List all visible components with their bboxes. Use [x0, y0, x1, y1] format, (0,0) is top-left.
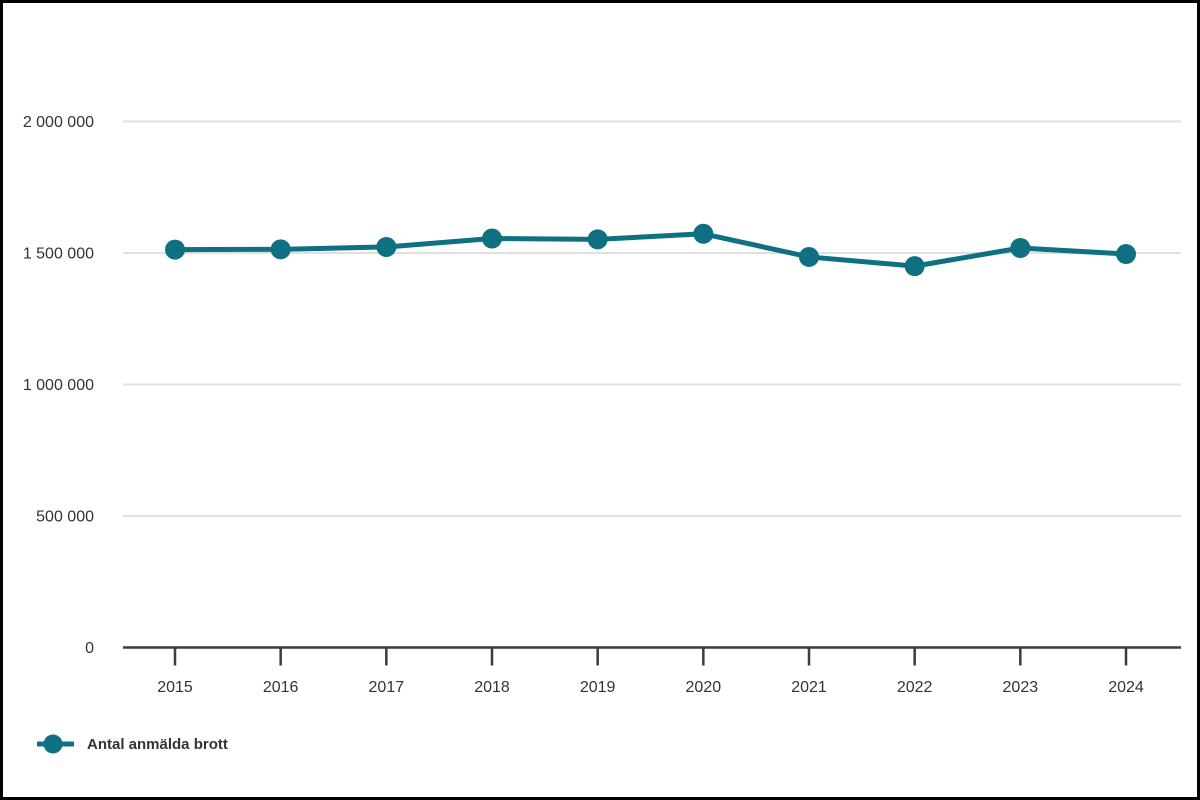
- data-point-marker[interactable]: [1010, 238, 1031, 259]
- series-line: [172, 231, 1129, 269]
- x-axis-tick-label: 2020: [686, 679, 722, 696]
- data-point-marker[interactable]: [587, 229, 608, 250]
- data-point-marker[interactable]: [799, 246, 819, 267]
- legend-item-antal-anmalda-brott[interactable]: Antal anmälda brott: [36, 732, 228, 756]
- x-axis-tick-label: 2016: [263, 679, 299, 696]
- data-point-marker[interactable]: [904, 256, 925, 277]
- y-axis-tick-label: 1 000 000: [23, 377, 94, 394]
- x-axis-tick-label: 2015: [157, 679, 193, 696]
- data-point-marker[interactable]: [693, 223, 714, 244]
- x-axis-tick-label: 2024: [1108, 679, 1144, 696]
- data-point-marker[interactable]: [165, 239, 185, 260]
- x-axis-tick-label: 2021: [791, 679, 827, 696]
- line-chart-canvas: 0 500 000 1 000 000 1 500 000 2 000 000 2015 2…: [23, 114, 1181, 696]
- y-axis-tick-label: 500 000: [36, 509, 94, 526]
- x-axis-tick-label: 2017: [369, 679, 405, 696]
- x-axis-tick-label: 2019: [580, 679, 616, 696]
- data-point-marker[interactable]: [1116, 244, 1136, 265]
- legend-label: Antal anmälda brott: [87, 735, 228, 753]
- x-axis-tick-label: 2018: [474, 679, 510, 696]
- y-axis-tick-label: 2 000 000: [23, 114, 94, 131]
- y-axis-tick-label: 1 500 000: [23, 246, 94, 263]
- data-point-marker[interactable]: [376, 236, 397, 257]
- x-axis-tick-label: 2023: [1003, 679, 1039, 696]
- data-point-marker[interactable]: [270, 239, 291, 260]
- y-axis-tick-label: 0: [85, 640, 94, 657]
- x-axis-tick-label: 2022: [897, 679, 933, 696]
- data-point-marker[interactable]: [482, 228, 502, 249]
- legend-line-marker-icon: [37, 734, 74, 754]
